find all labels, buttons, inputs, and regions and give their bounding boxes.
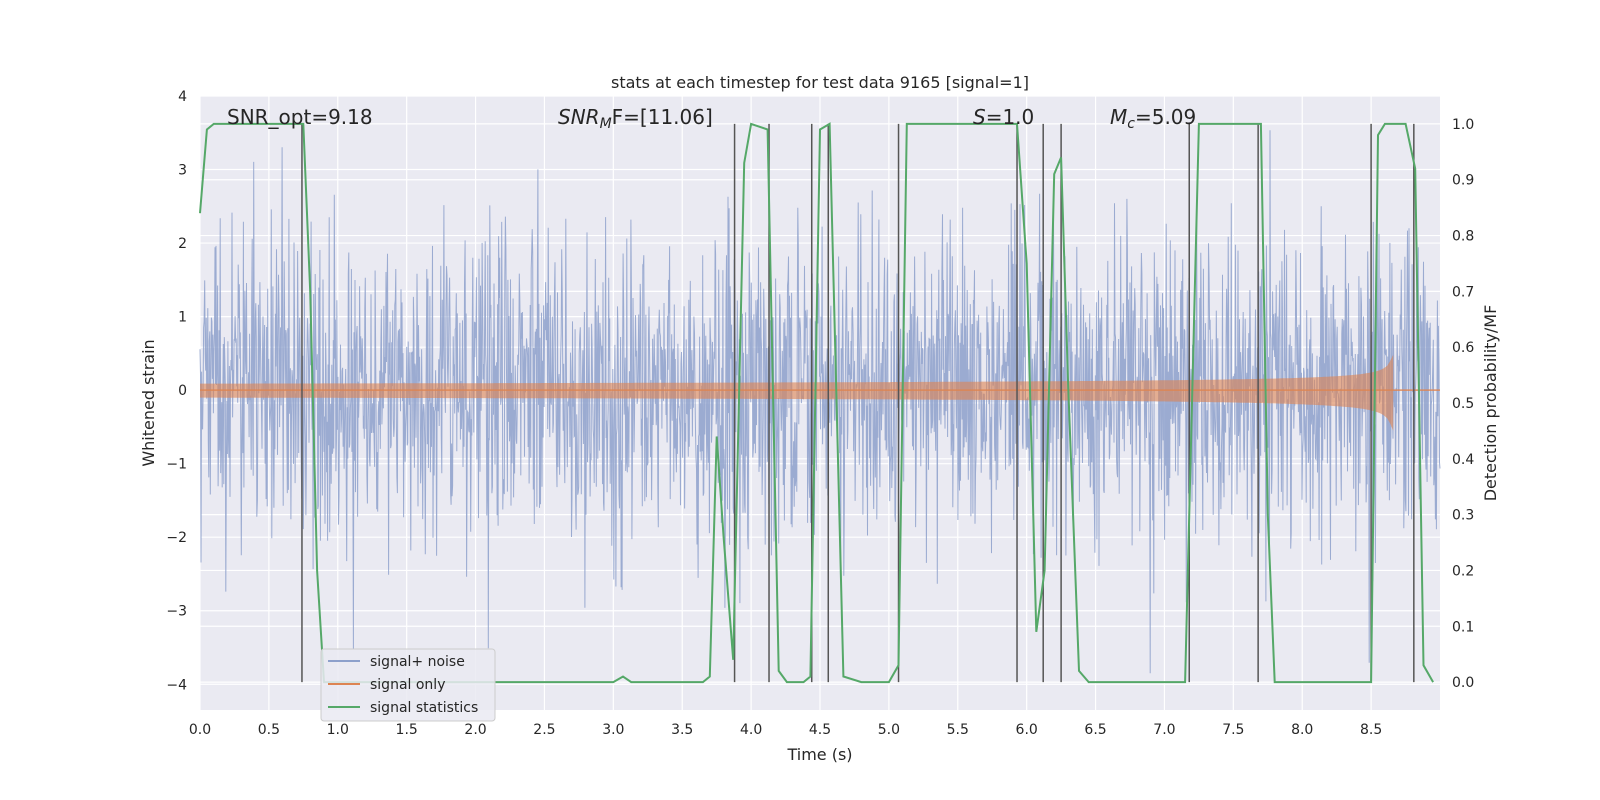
annotation-snr-opt: SNR_opt=9.18 bbox=[227, 105, 373, 129]
y-tick-label: 4 bbox=[178, 89, 187, 105]
y2-tick-label: 0.3 bbox=[1452, 508, 1474, 524]
y-tick-label: 2 bbox=[178, 236, 187, 252]
y2-axis-label: Detection probability/MF bbox=[1481, 305, 1500, 502]
y2-tick-label: 0.9 bbox=[1452, 173, 1474, 189]
y2-tick-label: 0.0 bbox=[1452, 675, 1474, 691]
chirp-envelope bbox=[200, 354, 1394, 431]
legend-label-noise: signal+ noise bbox=[370, 654, 465, 670]
y2-tick-label: 0.1 bbox=[1452, 619, 1474, 635]
legend-box bbox=[320, 648, 496, 722]
x-ticks: 0.0 0.5 1.0 1.5 2.0 2.5 3.0 3.5 4.0 4.5 5.0 5.5 6.0 6… bbox=[189, 722, 1382, 738]
y-tick-label: −1 bbox=[166, 457, 187, 473]
x-tick-label: 5.5 bbox=[947, 722, 969, 738]
x-tick-label: 6.0 bbox=[1016, 722, 1038, 738]
y2-tick-label: 1.0 bbox=[1452, 117, 1474, 133]
y2-tick-label: 0.2 bbox=[1452, 563, 1474, 579]
y2-ticks: 1.0 0.9 0.8 0.7 0.6 0.5 0.4 0.3 0.2 0.1 0.0 bbox=[1452, 117, 1474, 691]
x-tick-label: 2.0 bbox=[464, 722, 486, 738]
x-tick-label: 5.0 bbox=[878, 722, 900, 738]
mc-main: M bbox=[1110, 105, 1127, 129]
legend-label-signal: signal only bbox=[370, 677, 445, 693]
annotation-snr-mf: SNRMF=[11.06] bbox=[558, 105, 713, 132]
probability-line bbox=[199, 122, 1434, 684]
x-tick-label: 1.0 bbox=[327, 722, 349, 738]
s-main: S bbox=[973, 105, 986, 129]
x-tick-label: 2.5 bbox=[533, 722, 555, 738]
y2-tick-label: 0.7 bbox=[1452, 284, 1474, 300]
x-tick-label: 8.0 bbox=[1291, 722, 1313, 738]
annotation-s: S=1.0 bbox=[973, 105, 1034, 129]
snr-mf-rest: F=[11.06] bbox=[612, 105, 713, 129]
mc-rest: =5.09 bbox=[1135, 105, 1196, 129]
chart-title: stats at each timestep for test data 916… bbox=[611, 73, 1029, 92]
noise-line bbox=[199, 130, 1441, 674]
s-rest: =1.0 bbox=[986, 105, 1035, 129]
legend: signal+ noise signal only signal statist… bbox=[320, 648, 496, 722]
x-axis-label: Time (s) bbox=[786, 745, 852, 764]
y2-tick-label: 0.5 bbox=[1452, 396, 1474, 412]
y-tick-label: 1 bbox=[178, 310, 187, 326]
y-axis-label: Whitened strain bbox=[139, 339, 158, 466]
legend-label-statistics: signal statistics bbox=[370, 700, 478, 716]
x-tick-label: 8.5 bbox=[1360, 722, 1382, 738]
y-tick-label: −2 bbox=[166, 530, 187, 546]
chirp-series bbox=[200, 354, 1440, 431]
y2-tick-label: 0.8 bbox=[1452, 229, 1474, 245]
x-tick-label: 6.5 bbox=[1084, 722, 1106, 738]
noise-series bbox=[199, 130, 1441, 674]
x-tick-label: 7.0 bbox=[1153, 722, 1175, 738]
snr-mf-main: SNR bbox=[558, 105, 600, 129]
y-ticks: 4 3 2 1 0 −1 −2 −3 −4 bbox=[166, 89, 187, 693]
x-tick-label: 1.5 bbox=[396, 722, 418, 738]
y2-tick-label: 0.4 bbox=[1452, 452, 1474, 468]
y-tick-label: −3 bbox=[166, 604, 187, 620]
y2-tick-label: 0.6 bbox=[1452, 340, 1474, 356]
y-tick-label: −4 bbox=[166, 677, 187, 693]
x-tick-label: 0.0 bbox=[189, 722, 211, 738]
y-tick-label: 0 bbox=[178, 383, 187, 399]
x-tick-label: 0.5 bbox=[258, 722, 280, 738]
x-tick-label: 3.5 bbox=[671, 722, 693, 738]
annotation-mc: Mc=5.09 bbox=[1110, 105, 1196, 132]
snr-mf-sub: M bbox=[600, 116, 612, 132]
probability-series bbox=[199, 122, 1434, 684]
x-tick-label: 4.0 bbox=[740, 722, 762, 738]
x-tick-label: 3.0 bbox=[602, 722, 624, 738]
x-tick-label: 4.5 bbox=[809, 722, 831, 738]
x-tick-label: 7.5 bbox=[1222, 722, 1244, 738]
y-tick-label: 3 bbox=[178, 163, 187, 179]
mc-sub: c bbox=[1127, 116, 1135, 132]
